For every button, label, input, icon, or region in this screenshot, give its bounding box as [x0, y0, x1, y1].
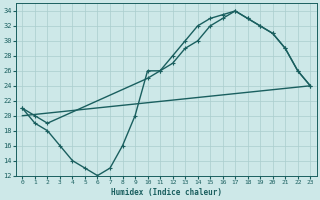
X-axis label: Humidex (Indice chaleur): Humidex (Indice chaleur): [111, 188, 222, 197]
